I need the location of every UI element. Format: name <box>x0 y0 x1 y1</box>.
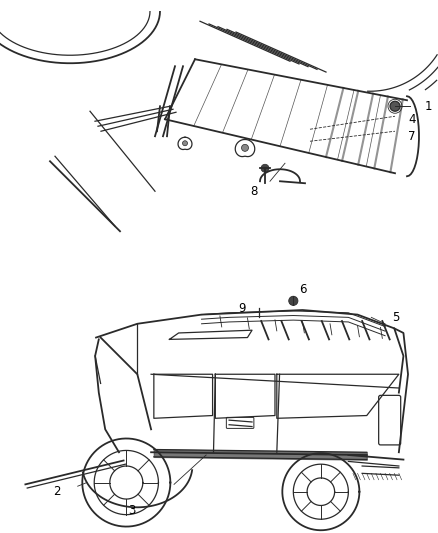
Text: 7: 7 <box>408 130 416 143</box>
Text: 5: 5 <box>392 311 400 324</box>
Circle shape <box>390 101 400 111</box>
Text: 8: 8 <box>250 185 258 198</box>
Text: 4: 4 <box>408 113 416 126</box>
Circle shape <box>183 141 187 146</box>
Circle shape <box>289 296 298 305</box>
Text: 2: 2 <box>53 485 60 498</box>
Text: 9: 9 <box>238 302 246 314</box>
Text: 1: 1 <box>425 100 432 113</box>
Text: 3: 3 <box>128 504 135 516</box>
Circle shape <box>241 144 248 151</box>
Text: 6: 6 <box>299 284 306 296</box>
Circle shape <box>261 164 269 172</box>
